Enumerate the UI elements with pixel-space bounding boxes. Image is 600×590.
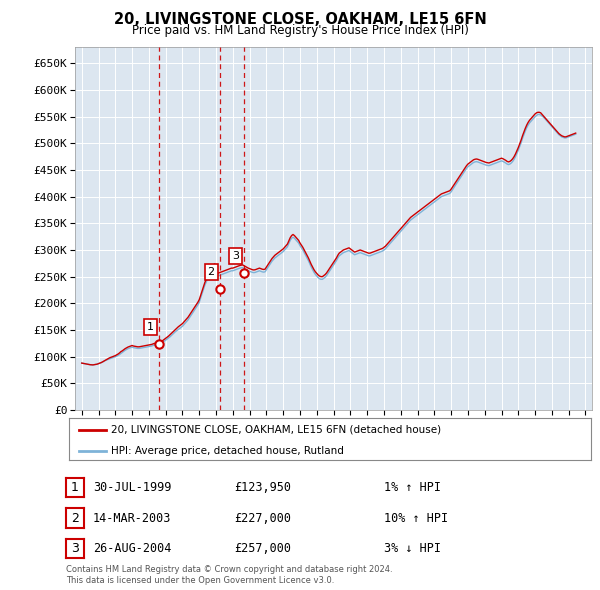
Text: £227,000: £227,000	[234, 512, 291, 525]
Text: 14-MAR-2003: 14-MAR-2003	[93, 512, 172, 525]
Text: Contains HM Land Registry data © Crown copyright and database right 2024.: Contains HM Land Registry data © Crown c…	[66, 565, 392, 574]
Text: £123,950: £123,950	[234, 481, 291, 494]
Text: 3: 3	[232, 251, 239, 261]
Text: 1% ↑ HPI: 1% ↑ HPI	[384, 481, 441, 494]
Text: 20, LIVINGSTONE CLOSE, OAKHAM, LE15 6FN: 20, LIVINGSTONE CLOSE, OAKHAM, LE15 6FN	[113, 12, 487, 27]
Text: HPI: Average price, detached house, Rutland: HPI: Average price, detached house, Rutl…	[111, 446, 344, 456]
Text: This data is licensed under the Open Government Licence v3.0.: This data is licensed under the Open Gov…	[66, 576, 334, 585]
Text: 1: 1	[147, 322, 154, 332]
Text: 3% ↓ HPI: 3% ↓ HPI	[384, 542, 441, 555]
Text: 2: 2	[208, 267, 215, 277]
Text: 26-AUG-2004: 26-AUG-2004	[93, 542, 172, 555]
Text: Price paid vs. HM Land Registry's House Price Index (HPI): Price paid vs. HM Land Registry's House …	[131, 24, 469, 37]
Text: 1: 1	[71, 481, 79, 494]
Text: 30-JUL-1999: 30-JUL-1999	[93, 481, 172, 494]
Text: 2: 2	[71, 512, 79, 525]
Text: 20, LIVINGSTONE CLOSE, OAKHAM, LE15 6FN (detached house): 20, LIVINGSTONE CLOSE, OAKHAM, LE15 6FN …	[111, 425, 441, 435]
Text: £257,000: £257,000	[234, 542, 291, 555]
Text: 10% ↑ HPI: 10% ↑ HPI	[384, 512, 448, 525]
Text: 3: 3	[71, 542, 79, 555]
